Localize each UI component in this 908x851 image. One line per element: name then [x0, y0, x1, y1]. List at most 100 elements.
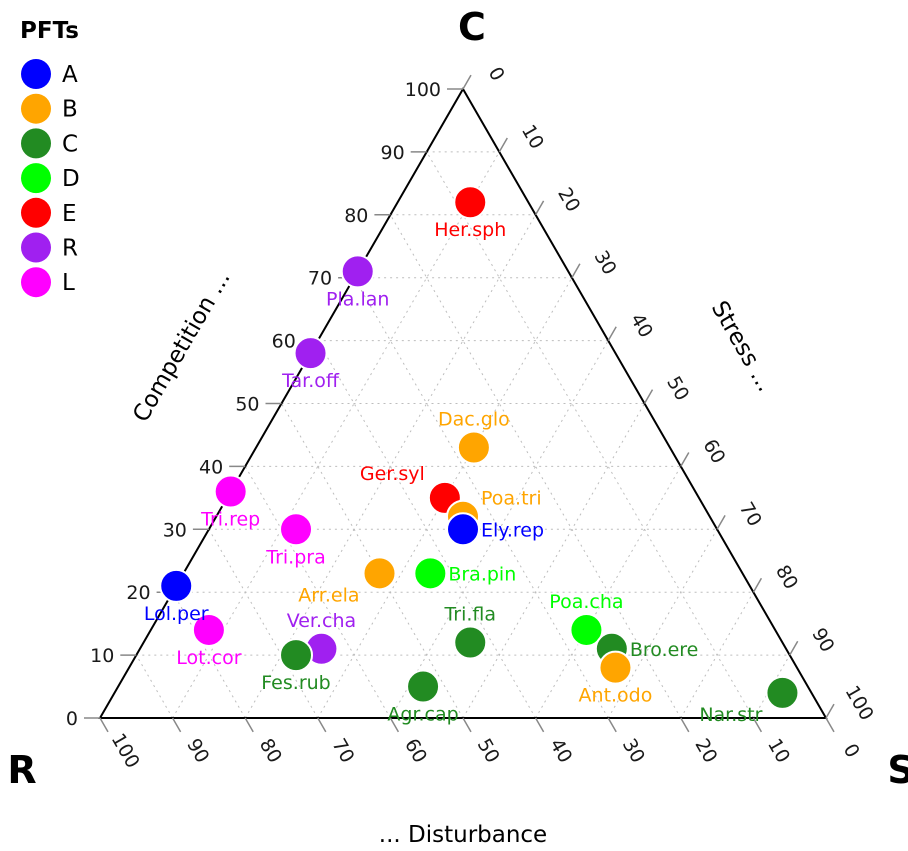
legend-marker: [21, 267, 51, 298]
tick-mark-stress: [643, 389, 654, 404]
grid-line: [208, 529, 319, 719]
data-point: [279, 638, 314, 673]
tick-label-disturbance: 60: [400, 735, 431, 767]
data-label: Fes.rub: [261, 672, 330, 694]
tick-mark-disturbance: [825, 717, 835, 733]
tick-label-disturbance: 40: [545, 735, 576, 767]
tick-label-competition: 50: [235, 394, 259, 416]
tick-label-stress: 0: [484, 63, 509, 84]
tick-mark-disturbance: [607, 717, 617, 733]
data-label: Pla.lan: [326, 288, 389, 310]
tick-mark-disturbance: [680, 717, 690, 733]
data-label: Poa.cha: [549, 591, 623, 613]
legend-label: B: [62, 97, 78, 123]
data-label: Tri.pra: [265, 546, 325, 568]
data-label: Lot.cor: [176, 647, 241, 669]
data-point: [213, 474, 248, 509]
tick-label-competition: 20: [126, 582, 150, 604]
tick-label-stress: 80: [771, 561, 802, 593]
legend-label: A: [62, 62, 78, 88]
tick-label-stress: 100: [841, 682, 878, 724]
tick-mark-stress: [498, 137, 508, 153]
tick-label-stress: 30: [590, 247, 621, 279]
tick-mark-stress: [752, 577, 763, 593]
grid-line: [135, 654, 174, 719]
tick-mark-disturbance: [389, 717, 400, 733]
tick-mark-stress: [571, 263, 581, 279]
data-label: Tar.off: [281, 370, 340, 392]
tick-label-disturbance: 30: [618, 735, 649, 767]
legend-marker: [21, 128, 51, 159]
data-point: [293, 336, 328, 371]
data-point: [413, 556, 448, 591]
tick-label-stress: 70: [735, 498, 766, 530]
legend-marker: [21, 59, 51, 89]
tick-mark-stress: [716, 515, 726, 530]
data-label: Tri.fla: [443, 604, 496, 626]
data-points: [159, 185, 800, 710]
legend-label: L: [62, 270, 75, 296]
tick-label-competition: 90: [381, 142, 405, 164]
tick-mark-disturbance: [534, 717, 545, 733]
data-point: [279, 512, 314, 547]
legend-marker: [21, 163, 51, 194]
tick-label-competition: 60: [272, 331, 296, 353]
data-label: Dac.glo: [438, 409, 510, 431]
tick-label-stress: 40: [626, 310, 657, 342]
data-labels: Her.sph Pla.lan Tar.off Dac.glo Tri.rep Ger.s…: [144, 219, 763, 726]
data-point: [446, 512, 480, 547]
data-label: Ely.rep: [481, 519, 544, 541]
data-label: Nar.str: [699, 704, 762, 726]
tick-label-competition: 40: [199, 456, 223, 478]
tick-label-stress: 60: [698, 436, 729, 468]
data-label: Poa.tri: [481, 488, 542, 510]
tick-label-disturbance: 90: [182, 735, 213, 767]
data-point: [406, 669, 441, 704]
data-point: [453, 625, 488, 660]
legend-marker: [21, 197, 51, 228]
data-point: [569, 612, 604, 647]
tick-label-stress: 50: [662, 373, 693, 405]
legend-title: PFTs: [20, 18, 79, 44]
data-label: Ver.cha: [287, 610, 356, 632]
grid-line: [389, 214, 682, 719]
grid-line: [317, 277, 573, 719]
grid-line: [680, 591, 754, 719]
data-point: [598, 650, 633, 685]
grid-line: [462, 403, 645, 719]
grid-line: [607, 529, 718, 719]
data-label: Lol.per: [144, 603, 209, 625]
tick-label-competition: 30: [163, 519, 187, 541]
tick-label-competition: 100: [405, 79, 441, 101]
tick-label-disturbance: 100: [107, 730, 144, 772]
tick-label-disturbance: 0: [839, 740, 864, 761]
tick-label-stress: 20: [553, 184, 584, 216]
legend-label: R: [62, 236, 78, 262]
data-label: Bro.ere: [630, 639, 699, 661]
tick-mark-disturbance: [462, 717, 472, 733]
data-point: [159, 568, 194, 603]
grid-line: [172, 591, 246, 719]
tick-label-disturbance: 10: [763, 735, 794, 767]
grid-line: [426, 151, 754, 719]
tick-label-competition: 10: [90, 645, 114, 667]
tick-label-competition: 0: [66, 708, 78, 730]
grid-line: [172, 151, 500, 719]
tick-label-disturbance: 20: [690, 735, 721, 767]
data-label: Bra.pin: [448, 563, 516, 585]
tick-mark-stress: [462, 74, 472, 90]
data-label: Agr.cap: [387, 704, 458, 726]
data-point: [456, 430, 491, 465]
grid-line: [244, 214, 537, 719]
corner-label-c: C: [458, 5, 486, 49]
tick-mark-disturbance: [244, 717, 254, 733]
tick-mark-stress: [607, 326, 617, 341]
tick-label-disturbance: 80: [255, 735, 286, 767]
grid-line: [535, 466, 682, 719]
legend-label: D: [62, 166, 80, 192]
axis-title-stress: Stress ...: [706, 297, 778, 397]
grid-line: [244, 466, 391, 719]
axis-title-competition: Competition ...: [128, 266, 236, 426]
